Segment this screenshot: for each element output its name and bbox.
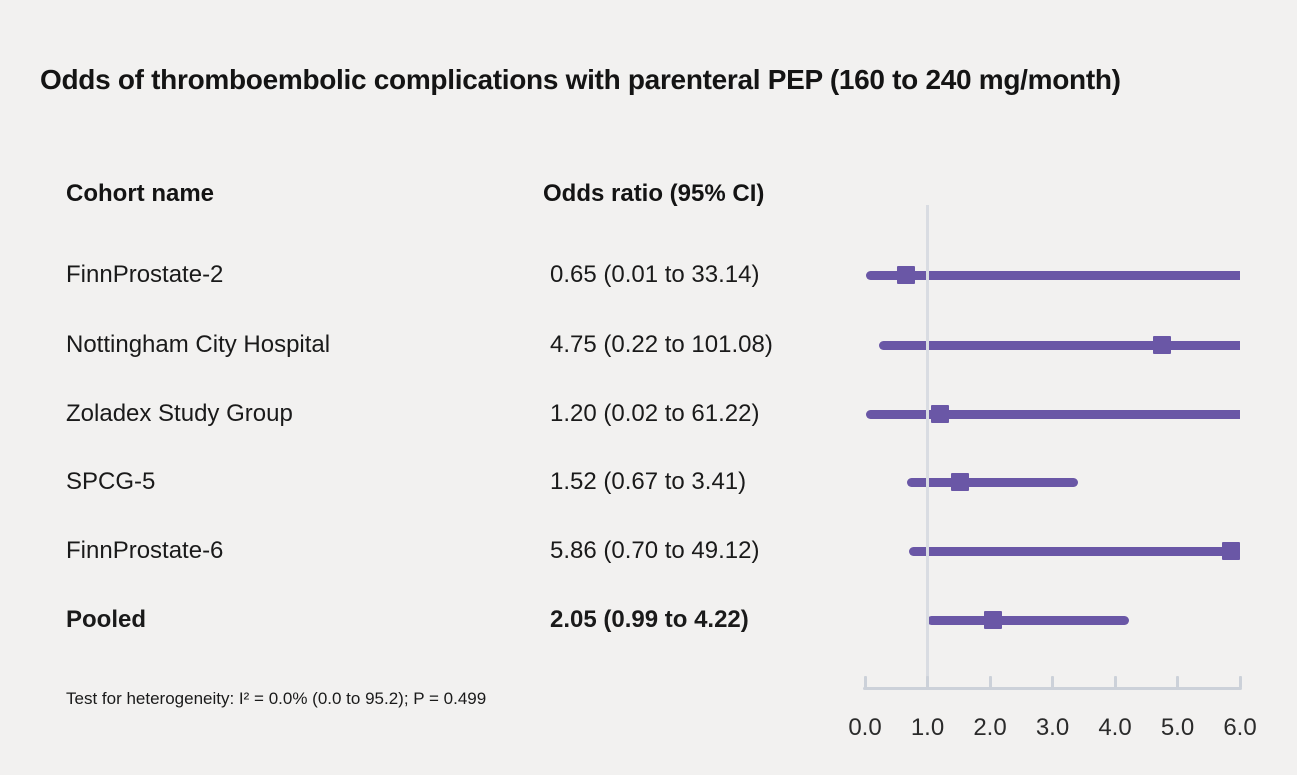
ci-line <box>878 340 1240 350</box>
or-ci-value: 2.05 (0.99 to 4.22) <box>550 606 749 633</box>
heterogeneity-footnote: Test for heterogeneity: I² = 0.0% (0.0 t… <box>66 689 487 708</box>
cohort-label: FinnProstate-6 <box>66 537 224 564</box>
ci-line <box>865 270 1240 280</box>
or-marker <box>896 266 915 284</box>
or-marker <box>931 405 949 423</box>
cohort-label: Zoladex Study Group <box>66 400 293 427</box>
or-ci-value: 1.20 (0.02 to 61.22) <box>550 400 760 427</box>
or-marker <box>951 473 969 491</box>
or-ci-value: 0.65 (0.01 to 33.14) <box>550 261 760 288</box>
axis-tick-label: 2.0 <box>973 714 1007 741</box>
axis-baseline <box>863 687 1242 690</box>
or-ci-value: 1.52 (0.67 to 3.41) <box>550 468 747 495</box>
axis-tick-label: 0.0 <box>848 714 882 741</box>
column-header-cohort: Cohort name <box>66 180 215 207</box>
or-marker <box>984 611 1003 629</box>
chart-title: Odds of thromboembolic complications wit… <box>40 64 1121 95</box>
cohort-label: Nottingham City Hospital <box>66 331 331 358</box>
axis-tick-label: 6.0 <box>1223 714 1257 741</box>
ci-line <box>926 615 1129 625</box>
or-ci-value: 5.86 (0.70 to 49.12) <box>550 537 760 564</box>
axis-tick <box>1051 676 1054 688</box>
column-header-odds-ratio: Odds ratio (95% CI) <box>543 180 765 207</box>
or-ci-value: 4.75 (0.22 to 101.08) <box>550 331 773 358</box>
axis-tick <box>1176 676 1179 688</box>
cohort-label: FinnProstate-2 <box>66 261 224 288</box>
axis-tick <box>926 676 929 688</box>
cohort-label: Pooled <box>66 606 147 633</box>
axis-tick <box>863 676 867 688</box>
axis-tick <box>1238 676 1242 688</box>
axis-tick <box>988 676 992 688</box>
or-marker <box>1222 542 1241 560</box>
reference-line <box>926 205 929 689</box>
axis-tick <box>1113 676 1117 688</box>
ci-line <box>906 477 1079 487</box>
axis-tick-label: 4.0 <box>1098 714 1132 741</box>
ci-line <box>866 409 1240 419</box>
ci-line <box>908 546 1240 556</box>
axis-tick-label: 3.0 <box>1035 714 1070 741</box>
axis-tick-label: 1.0 <box>910 714 945 741</box>
axis-tick-label: 5.0 <box>1160 714 1195 741</box>
or-marker <box>1152 336 1171 354</box>
cohort-label: SPCG-5 <box>66 468 156 495</box>
